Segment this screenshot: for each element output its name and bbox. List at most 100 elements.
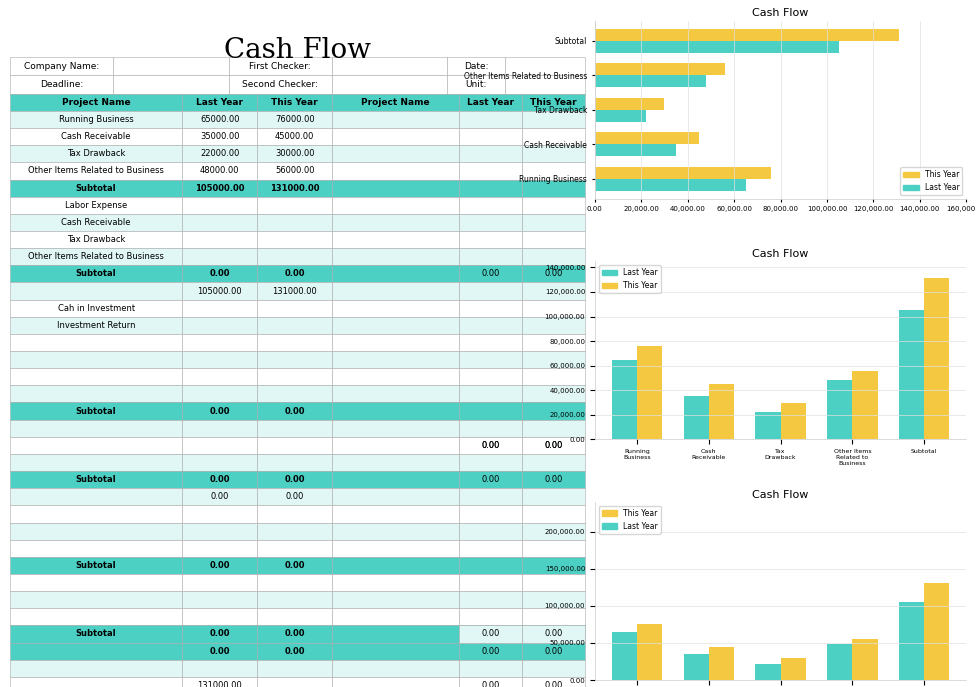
- Bar: [332, 145, 459, 162]
- Bar: [332, 471, 459, 488]
- Bar: [258, 317, 332, 334]
- Bar: [258, 642, 332, 660]
- Bar: [459, 111, 522, 128]
- Bar: [852, 638, 877, 680]
- Text: 0.00: 0.00: [481, 475, 500, 484]
- Bar: [258, 454, 332, 471]
- Bar: [258, 660, 332, 677]
- Bar: [183, 317, 258, 334]
- Bar: [183, 642, 258, 660]
- Bar: [332, 608, 459, 625]
- Bar: [113, 57, 228, 76]
- Bar: [332, 76, 447, 94]
- Bar: [10, 300, 183, 317]
- Bar: [522, 540, 586, 556]
- Text: 0.00: 0.00: [545, 629, 563, 638]
- Bar: [332, 385, 459, 403]
- Bar: [459, 282, 522, 300]
- Bar: [459, 660, 522, 677]
- Bar: [447, 57, 505, 76]
- Text: 0.00: 0.00: [284, 629, 305, 638]
- Text: Last Year: Last Year: [467, 98, 514, 107]
- Bar: [594, 179, 746, 191]
- Bar: [332, 300, 459, 317]
- Bar: [459, 196, 522, 214]
- Bar: [10, 94, 183, 111]
- Text: Cash Receivable: Cash Receivable: [61, 132, 131, 142]
- Text: 30000.00: 30000.00: [275, 149, 314, 158]
- Text: 0.00: 0.00: [210, 475, 230, 484]
- Bar: [258, 334, 332, 351]
- Bar: [447, 76, 505, 94]
- Bar: [10, 591, 183, 608]
- Bar: [522, 265, 586, 282]
- Bar: [183, 471, 258, 488]
- Bar: [10, 128, 183, 145]
- Bar: [10, 111, 183, 128]
- Bar: [10, 282, 183, 300]
- Text: 0.00: 0.00: [545, 441, 563, 450]
- Text: Date:: Date:: [464, 62, 488, 71]
- Bar: [183, 488, 258, 506]
- Bar: [522, 282, 586, 300]
- Bar: [10, 540, 183, 556]
- Bar: [522, 145, 586, 162]
- Text: 0.00: 0.00: [211, 493, 229, 502]
- Text: 0.00: 0.00: [210, 269, 230, 278]
- Bar: [899, 602, 924, 680]
- Bar: [781, 403, 806, 440]
- Bar: [332, 128, 459, 145]
- Bar: [781, 658, 806, 680]
- Bar: [459, 248, 522, 265]
- Bar: [594, 63, 725, 76]
- Bar: [332, 506, 459, 523]
- Text: Project Name: Project Name: [361, 98, 429, 107]
- Text: 0.00: 0.00: [481, 441, 500, 450]
- Bar: [183, 574, 258, 591]
- Bar: [258, 574, 332, 591]
- Text: 76000.00: 76000.00: [275, 115, 314, 124]
- Text: 0.00: 0.00: [545, 441, 563, 450]
- Text: 0.00: 0.00: [481, 441, 500, 450]
- Bar: [183, 385, 258, 403]
- Text: First Checker:: First Checker:: [250, 62, 311, 71]
- Bar: [522, 128, 586, 145]
- Bar: [332, 94, 459, 111]
- Bar: [522, 574, 586, 591]
- Bar: [594, 41, 838, 53]
- Bar: [522, 523, 586, 540]
- Bar: [459, 128, 522, 145]
- Bar: [683, 654, 709, 680]
- Legend: This Year, Last Year: This Year, Last Year: [900, 167, 962, 195]
- Bar: [612, 359, 637, 440]
- Bar: [332, 265, 459, 282]
- Text: 48000.00: 48000.00: [200, 166, 240, 175]
- Bar: [258, 506, 332, 523]
- Bar: [522, 214, 586, 231]
- Bar: [459, 214, 522, 231]
- Bar: [522, 94, 586, 111]
- Bar: [183, 300, 258, 317]
- Bar: [183, 265, 258, 282]
- Bar: [459, 437, 522, 454]
- Text: 105000.00: 105000.00: [197, 286, 242, 295]
- Text: Cah in Investment: Cah in Investment: [58, 304, 135, 313]
- Bar: [522, 300, 586, 317]
- Bar: [10, 145, 183, 162]
- Bar: [459, 385, 522, 403]
- Bar: [522, 368, 586, 385]
- Bar: [522, 248, 586, 265]
- Bar: [522, 488, 586, 506]
- Title: Cash Flow: Cash Flow: [752, 249, 809, 259]
- Text: 35000.00: 35000.00: [200, 132, 240, 142]
- Bar: [332, 248, 459, 265]
- Bar: [10, 642, 183, 660]
- Bar: [594, 144, 676, 156]
- Bar: [10, 265, 183, 282]
- Bar: [183, 403, 258, 420]
- Bar: [10, 420, 183, 437]
- Bar: [258, 248, 332, 265]
- Bar: [899, 602, 924, 680]
- Text: Subtotal: Subtotal: [76, 475, 116, 484]
- Bar: [332, 179, 459, 196]
